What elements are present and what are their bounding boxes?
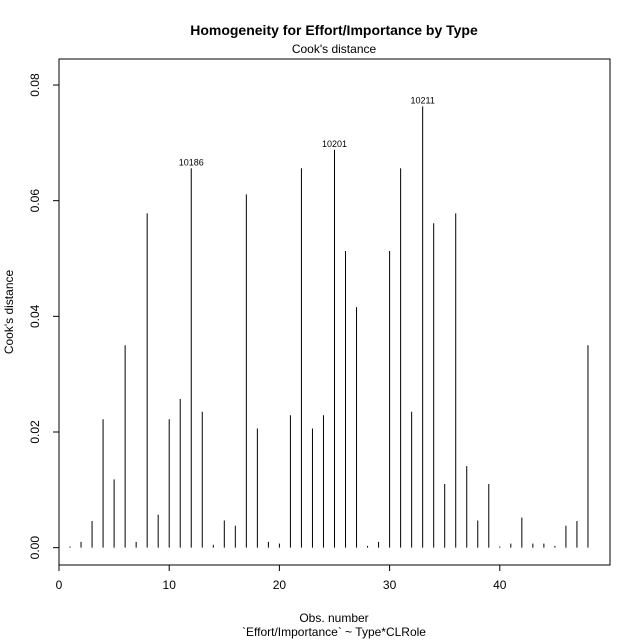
point-annotations: 10186 10201 10211	[179, 95, 435, 167]
x-tick-label-20: 20	[273, 578, 287, 592]
x-tick-label-40: 40	[493, 578, 507, 592]
y-axis-label: Cook's distance	[2, 270, 16, 355]
bar-series	[69, 106, 589, 548]
x-axis: 0 10 20 30 40	[56, 564, 507, 592]
annotation-10211: 10211	[410, 95, 434, 105]
y-tick-label-4: 0.08	[28, 73, 42, 97]
x-tick-label-30: 30	[383, 578, 397, 592]
annotation-10201: 10201	[322, 139, 347, 149]
chart-subtitle: Cook's distance	[292, 42, 377, 56]
y-tick-label-2: 0.04	[28, 304, 42, 328]
x-tick-label-10: 10	[163, 578, 177, 592]
y-axis: 0.00 0.02 0.04 0.06 0.08	[28, 73, 60, 560]
y-tick-label-3: 0.06	[28, 189, 42, 213]
chart-title: Homogeneity for Effort/Importance by Typ…	[190, 22, 478, 38]
annotation-10186: 10186	[179, 157, 204, 167]
x-axis-label: Obs. number	[299, 611, 368, 625]
y-tick-label-0: 0.00	[28, 536, 42, 560]
x-tick-label-0: 0	[56, 578, 63, 592]
x-axis-formula-label: `Effort/Importance` ~ Type*CLRole	[242, 625, 426, 639]
y-tick-label-1: 0.02	[28, 420, 42, 444]
